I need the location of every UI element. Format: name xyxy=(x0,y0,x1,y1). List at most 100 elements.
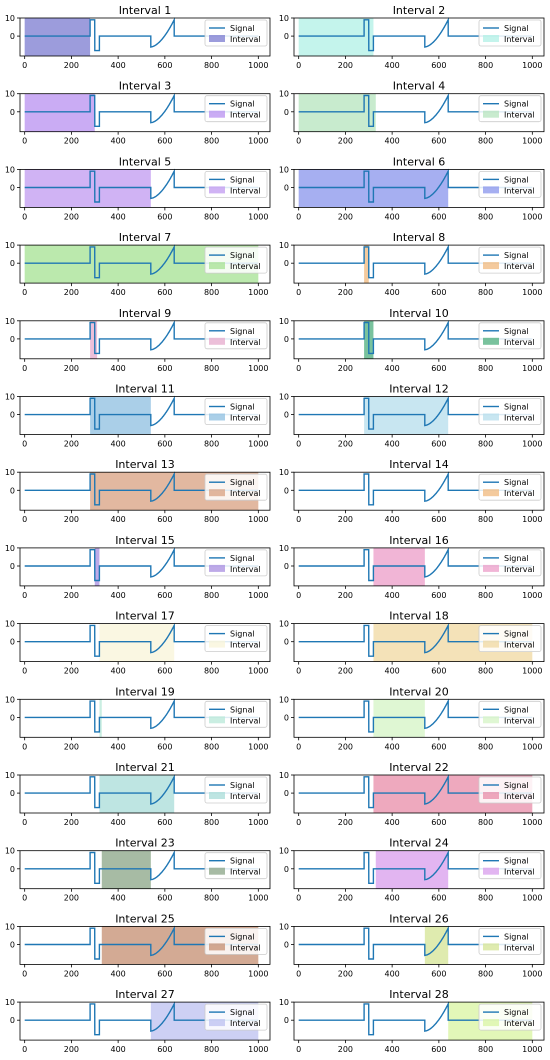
axes-frame xyxy=(19,623,271,662)
x-tick-label: 600 xyxy=(431,137,446,146)
legend-signal-label: Signal xyxy=(504,403,529,412)
interval-span xyxy=(101,850,151,889)
x-tick-label: 1000 xyxy=(248,440,268,449)
signal-line xyxy=(24,471,259,506)
y-tick-label: 10 xyxy=(279,241,289,250)
x-tick-label: 0 xyxy=(22,515,27,524)
legend-interval-label: Interval xyxy=(504,186,535,195)
legend: Signal Interval xyxy=(478,95,542,123)
x-tick-label: 800 xyxy=(478,969,493,978)
y-tick-label: 10 xyxy=(279,771,289,780)
axes-frame xyxy=(293,547,545,587)
subplot-title: Interval 25 xyxy=(115,912,175,925)
x-tick-label: 600 xyxy=(431,818,446,827)
axes-frame xyxy=(293,320,545,360)
legend-interval-label: Interval xyxy=(230,489,261,498)
signal-line xyxy=(24,92,259,127)
x-tick-label: 1000 xyxy=(248,364,268,373)
y-tick-label: 0 xyxy=(284,108,289,117)
x-tick-label: 400 xyxy=(384,894,399,903)
x-tick-label: 0 xyxy=(22,212,27,221)
legend-interval-label: Interval xyxy=(230,716,261,725)
subplot-28: Interval 28 0 200 400 600 800 1000 0 10 Signal Int… xyxy=(279,988,545,1054)
legend-interval-label: Interval xyxy=(504,868,535,877)
x-tick-label: 400 xyxy=(384,288,399,297)
axes-frame xyxy=(19,93,271,133)
x-tick-label: 0 xyxy=(296,591,301,600)
subplot-16: Interval 16 0 200 400 600 800 1000 0 10 Signal Int… xyxy=(279,534,545,600)
subplot-23: Interval 23 0 200 400 600 800 1000 0 10 Signal Int… xyxy=(5,837,271,903)
x-tick-label: 600 xyxy=(431,1045,446,1054)
x-tick-label: 0 xyxy=(296,288,301,297)
legend-interval-swatch xyxy=(483,489,499,497)
subplot-24: Interval 24 0 200 400 600 800 1000 0 10 Signal Int… xyxy=(279,837,545,903)
subplot-title: Interval 2 xyxy=(393,4,446,17)
legend-signal-label: Signal xyxy=(504,705,529,714)
x-tick-label: 600 xyxy=(431,61,446,70)
signal-line xyxy=(24,546,259,582)
legend-interval-swatch xyxy=(209,716,225,724)
x-tick-label: 0 xyxy=(296,818,301,827)
signal-line xyxy=(24,319,259,355)
y-tick-label: 10 xyxy=(5,998,15,1007)
legend: Signal Interval xyxy=(478,1003,542,1031)
legend-interval-label: Interval xyxy=(504,716,535,725)
legend-signal-label: Signal xyxy=(230,630,255,639)
interval-span xyxy=(375,850,449,889)
axes-frame xyxy=(293,168,545,208)
subplot-17: Interval 17 0 200 400 600 800 1000 0 10 Signal Int… xyxy=(5,610,271,676)
subplot-1: Interval 1 0 200 400 600 800 1000 0 10 Signal Inte… xyxy=(5,4,271,70)
signal-line xyxy=(298,319,533,355)
legend-interval-swatch xyxy=(209,186,225,194)
axes-frame xyxy=(19,926,271,965)
x-tick-label: 600 xyxy=(157,288,172,297)
x-tick-label: 800 xyxy=(204,1045,219,1054)
subplot-13: Interval 13 0 200 400 600 800 1000 0 10 Signal Int… xyxy=(5,458,271,524)
x-tick-label: 0 xyxy=(296,667,301,676)
subplot-14: Interval 14 0 200 400 600 800 1000 0 10 Signal Int… xyxy=(279,458,545,524)
legend-interval-label: Interval xyxy=(230,1019,261,1028)
x-tick-label: 1000 xyxy=(248,515,268,524)
interval-span xyxy=(24,18,91,56)
x-tick-label: 200 xyxy=(64,667,79,676)
x-tick-label: 800 xyxy=(478,1045,493,1054)
x-tick-label: 400 xyxy=(110,364,125,373)
x-tick-label: 400 xyxy=(384,1045,399,1054)
x-tick-label: 0 xyxy=(22,591,27,600)
legend-interval-label: Interval xyxy=(230,414,261,423)
legend-interval-label: Interval xyxy=(230,792,261,801)
x-tick-label: 400 xyxy=(110,969,125,978)
axes-frame xyxy=(19,698,271,738)
legend-signal-label: Signal xyxy=(504,175,529,184)
x-tick-label: 1000 xyxy=(248,969,268,978)
x-tick-label: 1000 xyxy=(522,667,542,676)
legend-signal-label: Signal xyxy=(230,1008,255,1017)
legend-interval-swatch xyxy=(209,943,225,951)
x-tick-label: 600 xyxy=(157,969,172,978)
subplot-title: Interval 28 xyxy=(389,988,449,1001)
subplot-20: Interval 20 0 200 400 600 800 1000 0 10 Signal Int… xyxy=(279,685,545,751)
x-tick-label: 800 xyxy=(478,212,493,221)
legend: Signal Interval xyxy=(478,549,542,577)
subplot-title: Interval 20 xyxy=(389,685,449,698)
x-tick-label: 400 xyxy=(110,515,125,524)
x-tick-label: 1000 xyxy=(522,818,542,827)
legend-signal-label: Signal xyxy=(504,100,529,109)
signal-line xyxy=(298,244,533,279)
legend-signal-label: Signal xyxy=(504,327,529,336)
legend-interval-label: Interval xyxy=(504,111,535,120)
legend-interval-swatch xyxy=(209,1019,225,1027)
y-tick-label: 10 xyxy=(5,620,15,629)
y-tick-label: 10 xyxy=(279,620,289,629)
legend-interval-label: Interval xyxy=(504,414,535,423)
signal-line xyxy=(24,774,259,809)
subplot-title: Interval 16 xyxy=(389,534,449,547)
signal-line xyxy=(298,1001,533,1036)
legend-interval-label: Interval xyxy=(504,565,535,574)
x-tick-label: 800 xyxy=(478,440,493,449)
x-tick-label: 600 xyxy=(431,364,446,373)
legend: Signal Interval xyxy=(478,170,542,198)
x-tick-label: 400 xyxy=(384,818,399,827)
legend: Signal Interval xyxy=(204,473,268,501)
x-tick-label: 1000 xyxy=(248,288,268,297)
